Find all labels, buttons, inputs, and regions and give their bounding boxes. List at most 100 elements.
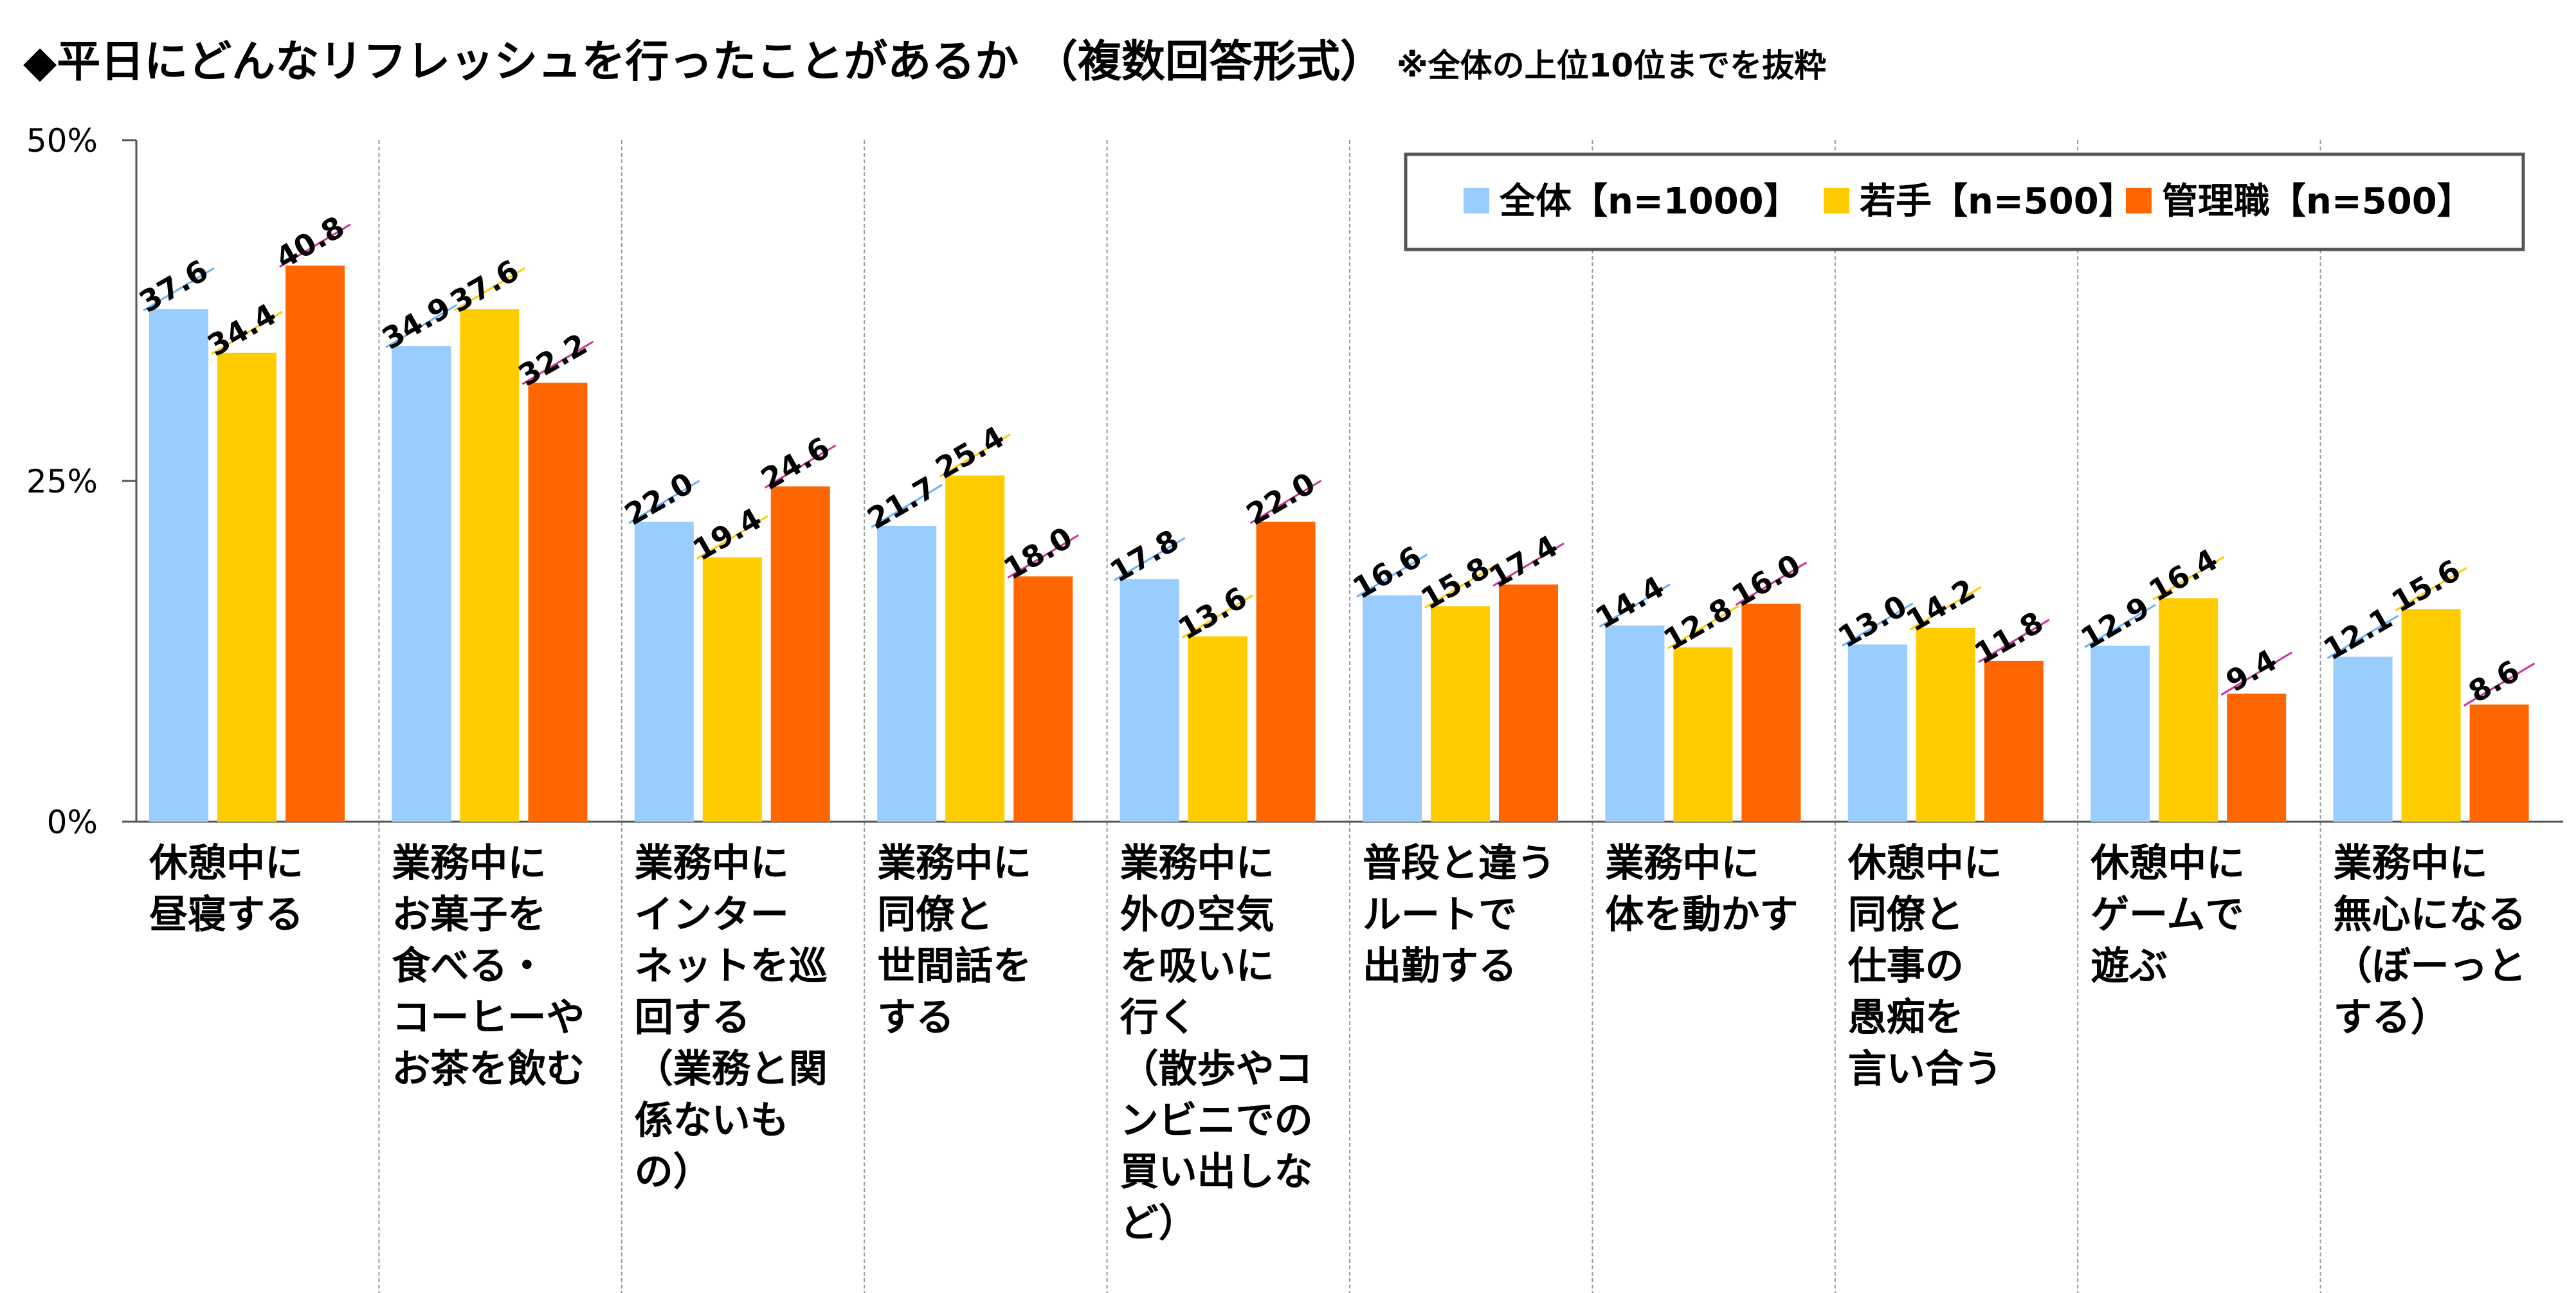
value-label-underline: [696, 515, 768, 560]
value-label-underline: [143, 267, 215, 312]
bar: [392, 346, 451, 822]
bar: [1188, 636, 1247, 822]
category-label: （ぼーっと: [2334, 944, 2526, 989]
bar: [217, 352, 277, 822]
value-label-underline: [2327, 615, 2399, 659]
category-label: 回する: [635, 995, 750, 1040]
category-label: インター: [635, 892, 789, 937]
value-label-underline: [1735, 561, 1808, 606]
category-label: ゲームで: [2091, 892, 2244, 937]
value-label-underline: [1007, 534, 1079, 579]
category-label: 世間話を: [877, 944, 1031, 989]
category-label: 普段と違う: [1363, 841, 1556, 886]
legend-swatch: [1464, 188, 1489, 213]
category-label: （散歩やコ: [1120, 1047, 1313, 1092]
bar: [460, 309, 520, 822]
bar: [1673, 647, 1733, 822]
bar: [1363, 595, 1422, 822]
legend-label: 管理職【n=500】: [2162, 181, 2473, 222]
category-label: 同僚と: [1848, 892, 1964, 937]
legend-label: 全体【n=1000】: [1499, 181, 1800, 222]
chart-title: ◆平日にどんなリフレッシュを行ったことがあるか （複数回答形式） ※全体の上位10…: [23, 26, 1826, 89]
value-label-underline: [1842, 602, 1914, 647]
bar: [1120, 579, 1179, 822]
legend-label: 若手【n=500】: [1860, 181, 2135, 222]
category-label: 言い合う: [1848, 1047, 2002, 1092]
category-label: 出勤する: [1363, 944, 1517, 989]
bar: [877, 525, 937, 822]
category-label: 食べる・: [392, 944, 546, 989]
value-label-underline: [211, 311, 283, 356]
category-label: 休憩中に: [2090, 841, 2245, 886]
value-label-underline: [1492, 542, 1565, 587]
value-label-underline: [385, 303, 458, 348]
category-label: ネットを巡: [635, 944, 828, 989]
chart-title-main: ◆平日にどんなリフレッシュを行ったことがあるか （複数回答形式）: [23, 37, 1384, 87]
category-label: 休憩中に: [1847, 841, 2002, 886]
y-tick-label: 50%: [26, 122, 98, 159]
bar: [1499, 584, 1558, 822]
value-label-underline: [628, 480, 700, 524]
bar: [770, 486, 830, 822]
category-label: ンビニでの: [1120, 1098, 1313, 1143]
category-label: （業務と関: [635, 1047, 828, 1092]
value-label-underline: [453, 267, 526, 312]
value-label-underline: [2395, 566, 2467, 611]
category-label: 業務中に: [392, 841, 546, 886]
value-label-underline: [1113, 537, 1186, 581]
category-label: 仕事の: [1848, 944, 1964, 989]
bar: [149, 309, 208, 822]
category-label: 業務中に: [635, 841, 789, 886]
category-label: 買い出しな: [1120, 1150, 1313, 1195]
category-label: 業務中に: [2334, 841, 2488, 886]
bar: [2159, 598, 2218, 822]
category-label: お菓子を: [392, 892, 546, 937]
category-label: 同僚と: [877, 892, 993, 937]
category-label: 業務中に: [877, 841, 1031, 886]
legend-swatch: [1824, 188, 1849, 213]
category-label: の）: [635, 1150, 712, 1195]
category-label: 愚痴を: [1848, 995, 1964, 1040]
category-label: する: [877, 995, 954, 1040]
category-label: ど）: [1120, 1201, 1197, 1246]
value-label-underline: [1978, 619, 2050, 664]
value-label-underline: [1667, 605, 1739, 649]
value-label-underline: [1599, 583, 1671, 628]
value-label-underline: [2152, 556, 2224, 601]
y-tick-label: 0%: [47, 804, 98, 841]
bar: [286, 266, 345, 822]
value-label-underline: [765, 444, 837, 489]
bar: [2091, 646, 2150, 822]
value-label-underline: [1356, 553, 1428, 598]
value-label-underline: [1910, 586, 1982, 631]
category-label: する）: [2334, 995, 2449, 1040]
category-label: お茶を飲む: [392, 1047, 585, 1092]
bar: [2227, 693, 2287, 822]
value-label-underline: [1424, 564, 1496, 609]
category-label: を吸いに: [1120, 944, 1274, 989]
category-label: 外の空気: [1120, 892, 1274, 937]
y-tick-label: 25%: [26, 463, 98, 500]
bar: [1916, 628, 1975, 822]
bar: [2469, 704, 2529, 822]
bar: [1256, 521, 1316, 822]
category-label: 係ないも: [635, 1098, 789, 1143]
category-label: 無心になる: [2334, 892, 2526, 937]
bar: [1984, 660, 2044, 822]
value-label-underline: [2220, 651, 2292, 696]
legend-box: [1404, 152, 2525, 251]
bar: [1013, 576, 1073, 822]
value-label-underline: [2463, 662, 2535, 707]
bar: [1431, 606, 1490, 822]
chart-title-note: ※全体の上位10位までを抜粋: [1396, 47, 1827, 84]
category-label: 業務中に: [1120, 841, 1274, 886]
category-label: 体を動かす: [1605, 892, 1798, 937]
category-label: コーヒーや: [392, 995, 585, 1040]
bar: [1741, 603, 1801, 822]
legend-swatch: [2126, 188, 2152, 213]
category-label: 行く: [1120, 995, 1197, 1040]
category-label: 業務中に: [1605, 841, 1759, 886]
bar: [528, 383, 588, 822]
value-label-underline: [2084, 604, 2156, 648]
